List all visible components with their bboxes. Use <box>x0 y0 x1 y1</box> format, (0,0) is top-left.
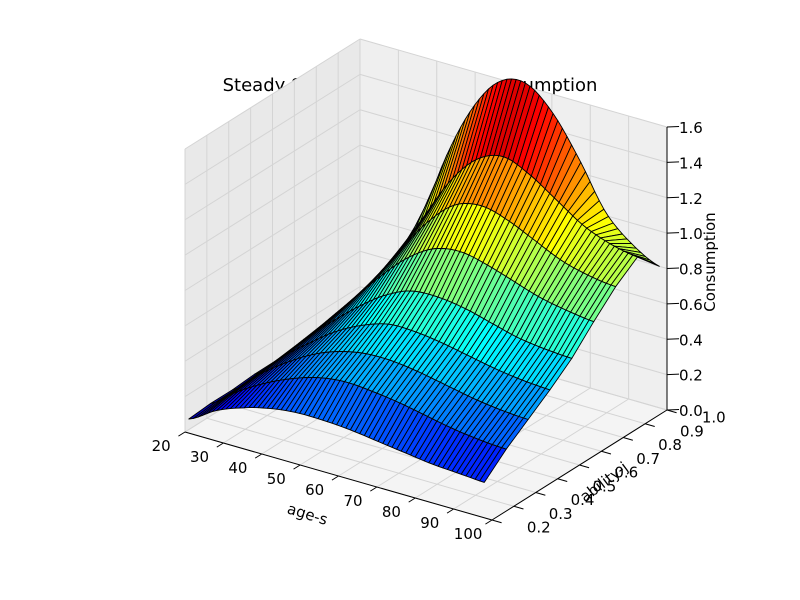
surface-plot <box>188 78 660 483</box>
x-tick-label: 60 <box>305 481 324 499</box>
x-tick-mark <box>216 442 224 448</box>
z-tick-label: 0.0 <box>679 402 703 420</box>
z-tick-label: 0.2 <box>679 367 703 385</box>
x-tick-mark <box>178 431 186 437</box>
y-tick-label: 0.5 <box>592 477 616 495</box>
surface-strip <box>210 351 529 450</box>
y-tick-mark <box>601 450 612 455</box>
x-axis-label: age-s <box>285 500 330 529</box>
x-tick-mark <box>254 453 263 459</box>
grid-line <box>184 73 361 185</box>
z-tick-mark <box>666 302 680 305</box>
y-tick-mark <box>557 478 568 482</box>
y-tick-label: 1.0 <box>702 409 726 427</box>
y-tick-mark <box>491 519 502 524</box>
grid-line <box>184 250 361 362</box>
x-tick-label: 100 <box>454 525 483 543</box>
grid-line <box>184 215 361 327</box>
x-tick-mark <box>485 519 493 525</box>
y-tick-mark <box>579 464 590 469</box>
x-tick-label: 30 <box>190 448 209 466</box>
z-tick-mark <box>666 161 680 163</box>
x-tick-mark <box>293 464 301 470</box>
grid-line <box>184 38 361 150</box>
surface-facet <box>479 447 507 483</box>
y-tick-mark <box>535 492 546 496</box>
y-tick-label: 0.7 <box>636 450 660 468</box>
z-tick-mark <box>666 196 680 199</box>
x-tick-mark <box>446 508 454 514</box>
z-tick-label: 0.6 <box>679 296 703 314</box>
z-tick-mark <box>666 267 680 269</box>
x-tick-mark <box>370 486 378 492</box>
grid-line <box>184 144 361 256</box>
z-tick-mark <box>666 373 680 376</box>
z-tick-mark <box>666 408 680 411</box>
x-tick-mark <box>331 475 339 481</box>
x-tick-label: 80 <box>382 503 401 521</box>
z-tick-label: 1.0 <box>679 225 703 243</box>
y-tick-label: 0.6 <box>614 464 638 482</box>
y-tick-label: 0.9 <box>680 422 704 440</box>
y-tick-mark <box>644 423 655 427</box>
x-tick-label: 40 <box>228 459 247 477</box>
y-tick-label: 0.3 <box>549 505 573 523</box>
x-tick-label: 90 <box>420 514 439 532</box>
z-tick-mark <box>666 232 680 234</box>
grid-line <box>184 180 361 291</box>
z-tick-label: 0.8 <box>679 261 703 279</box>
z-tick-label: 1.4 <box>679 154 703 172</box>
x-tick-label: 20 <box>152 437 171 455</box>
z-tick-label: 1.2 <box>679 190 703 208</box>
y-tick-label: 0.2 <box>527 519 551 537</box>
x-tick-label: 50 <box>267 470 286 488</box>
y-axis-label: ability-j <box>576 458 631 506</box>
z-axis-label: Consumption <box>701 212 719 311</box>
z-tick-mark <box>666 125 680 128</box>
y-tick-mark <box>623 437 633 441</box>
z-tick-label: 0.4 <box>679 331 703 349</box>
y-tick-label: 0.4 <box>571 491 595 509</box>
z-tick-label: 1.6 <box>679 119 703 137</box>
grid-line <box>184 109 361 221</box>
grid-line <box>206 417 515 507</box>
z-tick-mark <box>666 338 680 340</box>
y-tick-mark <box>513 505 524 510</box>
y-tick-mark <box>666 409 677 414</box>
x-tick-label: 70 <box>343 492 362 510</box>
grid-line <box>184 286 361 398</box>
x-tick-mark <box>408 497 416 503</box>
y-tick-label: 0.8 <box>658 436 682 454</box>
surface-strip <box>232 323 551 420</box>
surface-strip <box>188 377 507 483</box>
